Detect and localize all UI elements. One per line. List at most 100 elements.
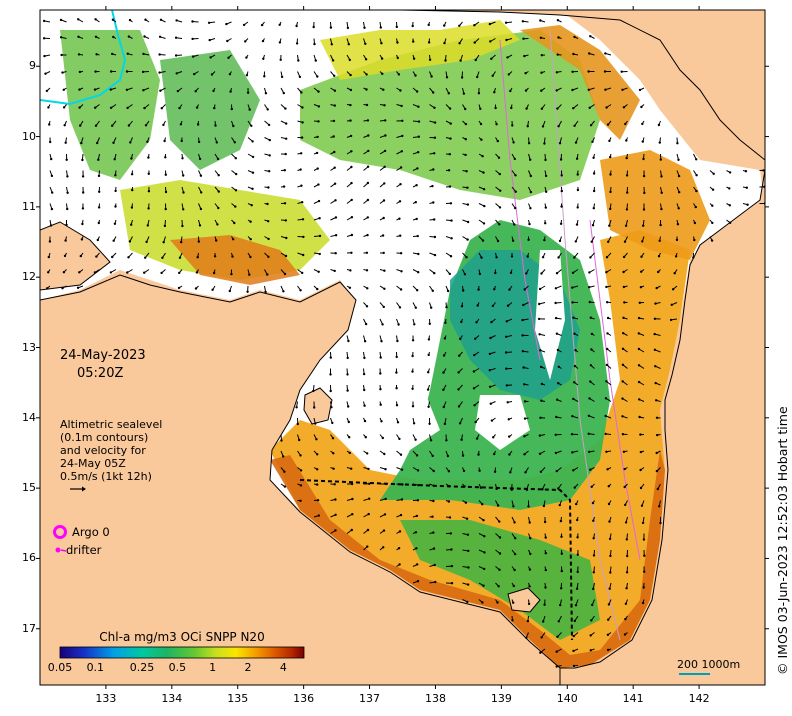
velocity-arrowhead (588, 397, 591, 400)
velocity-arrowhead (605, 285, 608, 289)
new-guinea-land (399, 10, 765, 161)
velocity-arrowhead (572, 649, 575, 653)
velocity-arrowhead (605, 106, 608, 109)
velocity-arrowhead (79, 254, 83, 258)
velocity-arrowhead (164, 207, 167, 211)
velocity-arrowhead (350, 528, 353, 532)
velocity-arrowhead (457, 371, 460, 374)
velocity-arrowhead (609, 554, 612, 558)
velocity-arrowhead (478, 469, 481, 472)
velocity-arrowhead (395, 404, 399, 407)
velocity-arrowhead (608, 537, 612, 541)
velocity-arrowhead (589, 634, 592, 637)
nodata-hole-4 (475, 395, 530, 450)
lat-tick-label: 16 (22, 551, 36, 565)
velocity-arrowhead (522, 37, 525, 40)
velocity-arrowhead (544, 552, 547, 555)
velocity-arrowhead (526, 125, 529, 128)
velocity-arrowhead (523, 417, 527, 420)
velocity-arrowhead (95, 255, 98, 258)
velocity-arrowhead (460, 438, 463, 441)
velocity-arrowhead (162, 241, 165, 244)
velocity-arrowhead (588, 52, 591, 55)
velocity-arrowhead (198, 157, 202, 161)
velocity-arrowhead (621, 347, 625, 350)
velocity-arrowhead (181, 157, 184, 160)
velocity-arrowhead (609, 207, 612, 211)
velocity-arrowhead (350, 482, 354, 486)
velocity-arrowhead (513, 568, 516, 572)
velocity-arrowhead (643, 554, 646, 557)
velocity-arrowhead (94, 18, 97, 21)
velocity-arrowhead (312, 389, 315, 393)
velocity-arrowhead (162, 123, 165, 127)
velocity-arrowhead (112, 239, 115, 242)
velocity-arrowhead (604, 397, 608, 400)
velocity-arrowhead (555, 89, 558, 92)
velocity-arrowhead (94, 124, 98, 127)
velocity-arrowhead (147, 156, 150, 159)
velocity-arrowhead (302, 235, 305, 239)
velocity-arrowhead (399, 288, 403, 291)
velocity-arrowhead (572, 397, 575, 401)
velocity-arrowhead (493, 470, 497, 473)
velocity-arrowhead (350, 181, 353, 185)
velocity-arrowhead (212, 89, 215, 93)
velocity-arrowhead (625, 174, 629, 177)
velocity-arrowhead (529, 552, 532, 556)
velocity-arrowhead (364, 436, 367, 439)
velocity-arrowhead (446, 454, 450, 458)
chl-west-green (60, 30, 160, 180)
velocity-arrowhead (382, 199, 386, 202)
velocity-arrowhead (655, 469, 659, 473)
velocity-arrowhead (604, 432, 607, 436)
credit-text: © IMOS 03-Jun-2023 12:52:03 Hobart time (775, 406, 790, 675)
velocity-arrowhead (539, 19, 542, 22)
lat-tick-label: 13 (22, 340, 36, 354)
velocity-arrowhead (349, 88, 353, 92)
velocity-arrowhead (521, 334, 524, 337)
velocity-arrowhead (514, 537, 517, 540)
velocity-arrowhead (556, 398, 559, 401)
velocity-arrowhead (624, 617, 627, 621)
lon-tick-label: 142 (688, 692, 710, 705)
lat-tick-label: 12 (22, 270, 36, 284)
velocity-arrowhead (383, 287, 386, 290)
velocity-arrowhead (496, 504, 500, 507)
velocity-arrowhead (472, 370, 476, 373)
velocity-arrowhead (227, 56, 230, 59)
scale-bar-label: 200 1000m (677, 658, 741, 671)
velocity-arrowhead (382, 529, 386, 532)
velocity-arrowhead (477, 288, 480, 291)
velocity-arrowhead (49, 224, 53, 227)
velocity-arrowhead (457, 388, 460, 391)
velocity-arrowhead (383, 452, 386, 456)
velocity-arrowhead (494, 271, 497, 275)
velocity-arrowhead (207, 21, 211, 24)
velocity-arrowhead (366, 233, 369, 237)
velocity-arrowhead (493, 288, 496, 291)
velocity-arrowhead (383, 269, 386, 272)
velocity-arrowhead (366, 528, 370, 532)
velocity-arrowhead (427, 23, 430, 27)
velocity-arrowhead (95, 53, 98, 56)
velocity-arrowhead (349, 103, 352, 107)
velocity-arrowhead (677, 207, 680, 210)
velocity-arrowhead (398, 200, 402, 203)
velocity-arrowhead (607, 603, 611, 606)
velocity-arrowhead (262, 57, 265, 60)
velocity-arrowhead (641, 140, 644, 143)
velocity-arrowhead (605, 256, 609, 259)
altimetry-note-line: 0.5m/s (1kt 12h) (60, 470, 152, 483)
velocity-arrowhead (64, 239, 67, 242)
velocity-arrowhead (229, 90, 232, 93)
velocity-arrowhead (347, 43, 350, 46)
velocity-arrowhead (414, 438, 417, 441)
velocity-arrowhead (541, 256, 545, 259)
velocity-arrowhead (449, 137, 452, 140)
velocity-arrowhead (621, 433, 625, 436)
velocity-arrowhead (460, 76, 464, 79)
lon-tick-label: 138 (424, 692, 446, 705)
velocity-arrowhead (380, 42, 383, 45)
velocity-arrowhead (576, 518, 579, 522)
